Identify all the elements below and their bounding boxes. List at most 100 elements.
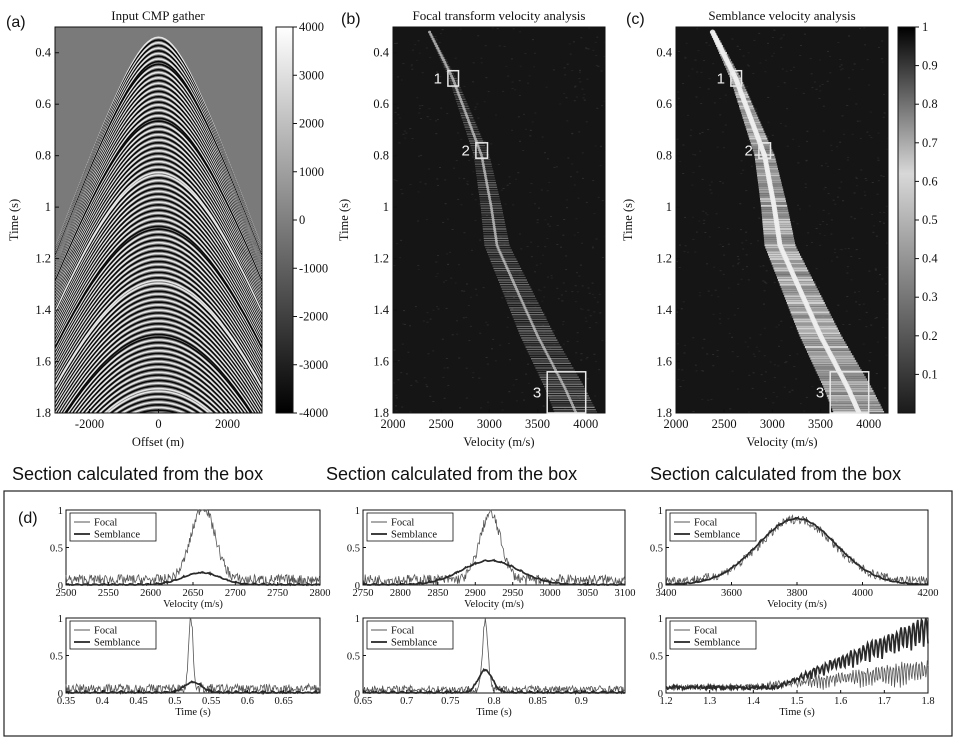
velocity-peak-dot [494,236,498,240]
velocity-peak-dot [479,153,483,157]
velocity-peak-dot [470,127,474,131]
noise-speckle [517,116,520,118]
noise-speckle [740,173,743,174]
noise-speckle [746,86,749,88]
noise-speckle [580,353,583,355]
reflection-hyperbola [55,293,262,398]
noise-speckle [747,65,750,67]
noise-speckle [418,155,421,157]
noise-speckle [695,96,698,98]
noise-speckle [467,305,470,307]
noise-speckle [522,150,525,151]
noise-speckle [865,326,868,328]
noise-speckle [429,395,432,397]
velocity-peak-dot [486,190,490,194]
noise-speckle [407,351,410,353]
noise-speckle [573,184,576,186]
noise-speckle [793,366,796,367]
noise-speckle [422,320,425,322]
panel-label-a: (a) [6,14,26,31]
legend-label-focal: Focal [94,518,117,529]
noise-speckle [851,133,854,135]
noise-speckle [396,76,399,78]
reflection-hyperbola [70,344,247,413]
reflection-hyperbola [55,309,262,411]
section-ytick-label: 0.5 [347,652,360,663]
noise-speckle [682,173,685,174]
noise-speckle [773,364,776,366]
section-xtick-label: 3400 [656,588,677,599]
noise-speckle [589,315,592,317]
noise-speckle [398,142,401,144]
reflection-hyperbola [90,374,227,413]
noise-speckle [752,372,755,374]
velocity-peak-dot [570,401,573,405]
noise-speckle [418,108,421,110]
noise-speckle [815,228,818,229]
velocity-peak-dot [476,144,480,148]
noise-speckle [713,266,716,268]
section-xtick-label: 0.4 [96,696,110,707]
section-xtick-label: 1.5 [790,696,803,707]
noise-speckle [830,219,833,221]
velocity-peak-dot [546,354,550,358]
reflection-hyperbola [55,212,262,339]
colorbar-a-tick-label: 1000 [299,165,324,179]
plot-b-frame [392,26,606,414]
noise-speckle [539,383,542,385]
panel-label-c: (c) [626,11,645,28]
noise-speckle [499,344,502,346]
noise-speckle [594,145,597,147]
noise-speckle [826,165,829,167]
reflection-hyperbola [68,341,249,413]
noise-speckle [595,65,598,66]
noise-speckle [511,271,514,273]
noise-speckle [437,185,440,186]
section-xtick-label: 2850 [427,588,448,599]
noise-speckle [827,213,830,215]
plot-a-ytick-label: 1.4 [35,303,51,317]
noise-speckle [497,164,500,165]
colorbar-a-tick-label: 3000 [299,68,324,82]
noise-speckle [840,69,842,71]
reflection-hyperbola [55,255,262,370]
noise-speckle [547,276,549,278]
plot-a: -2000 0 2000 0.4 0.6 0.8 1 1.2 1.4 1.6 1.8 [35,26,263,431]
noise-speckle [722,147,725,149]
noise-speckle [880,58,883,60]
plot-b-xtick-label: 3500 [525,417,550,431]
noise-speckle [429,57,432,59]
velocity-peak-dot [492,220,495,224]
reflection-hyperbola [55,147,262,299]
noise-speckle [435,276,438,278]
noise-speckle [447,263,450,265]
plot-a-ytick-label: 0.4 [35,46,51,60]
noise-speckle [515,400,518,402]
noise-speckle [466,183,469,185]
noise-speckle [706,263,709,265]
noise-speckle [868,134,871,136]
noise-speckle [813,281,816,283]
reflection-hyperbola [100,385,217,413]
noise-speckle [455,160,458,162]
noise-speckle [576,171,579,173]
noise-speckle [544,246,547,248]
colorbar-a-tick-label: 4000 [299,20,324,34]
plot-b-ytick-label: 1.8 [373,406,389,420]
noise-speckle [577,232,580,233]
velocity-peak-dot [507,271,511,275]
noise-speckle [502,90,505,92]
noise-speckle [839,66,842,68]
plot-b-analysis-box-1 [447,69,460,87]
noise-speckle [475,294,478,296]
plot-a-ytick-label: 0.8 [35,149,51,163]
noise-speckle [839,59,842,61]
noise-speckle [840,181,843,183]
noise-speckle [862,303,865,305]
noise-speckle [846,272,849,274]
noise-speckle [775,326,778,328]
noise-speckle [764,71,767,73]
noise-speckle [458,177,461,179]
section-xtick-label: 2550 [98,588,119,599]
noise-speckle [742,55,745,57]
